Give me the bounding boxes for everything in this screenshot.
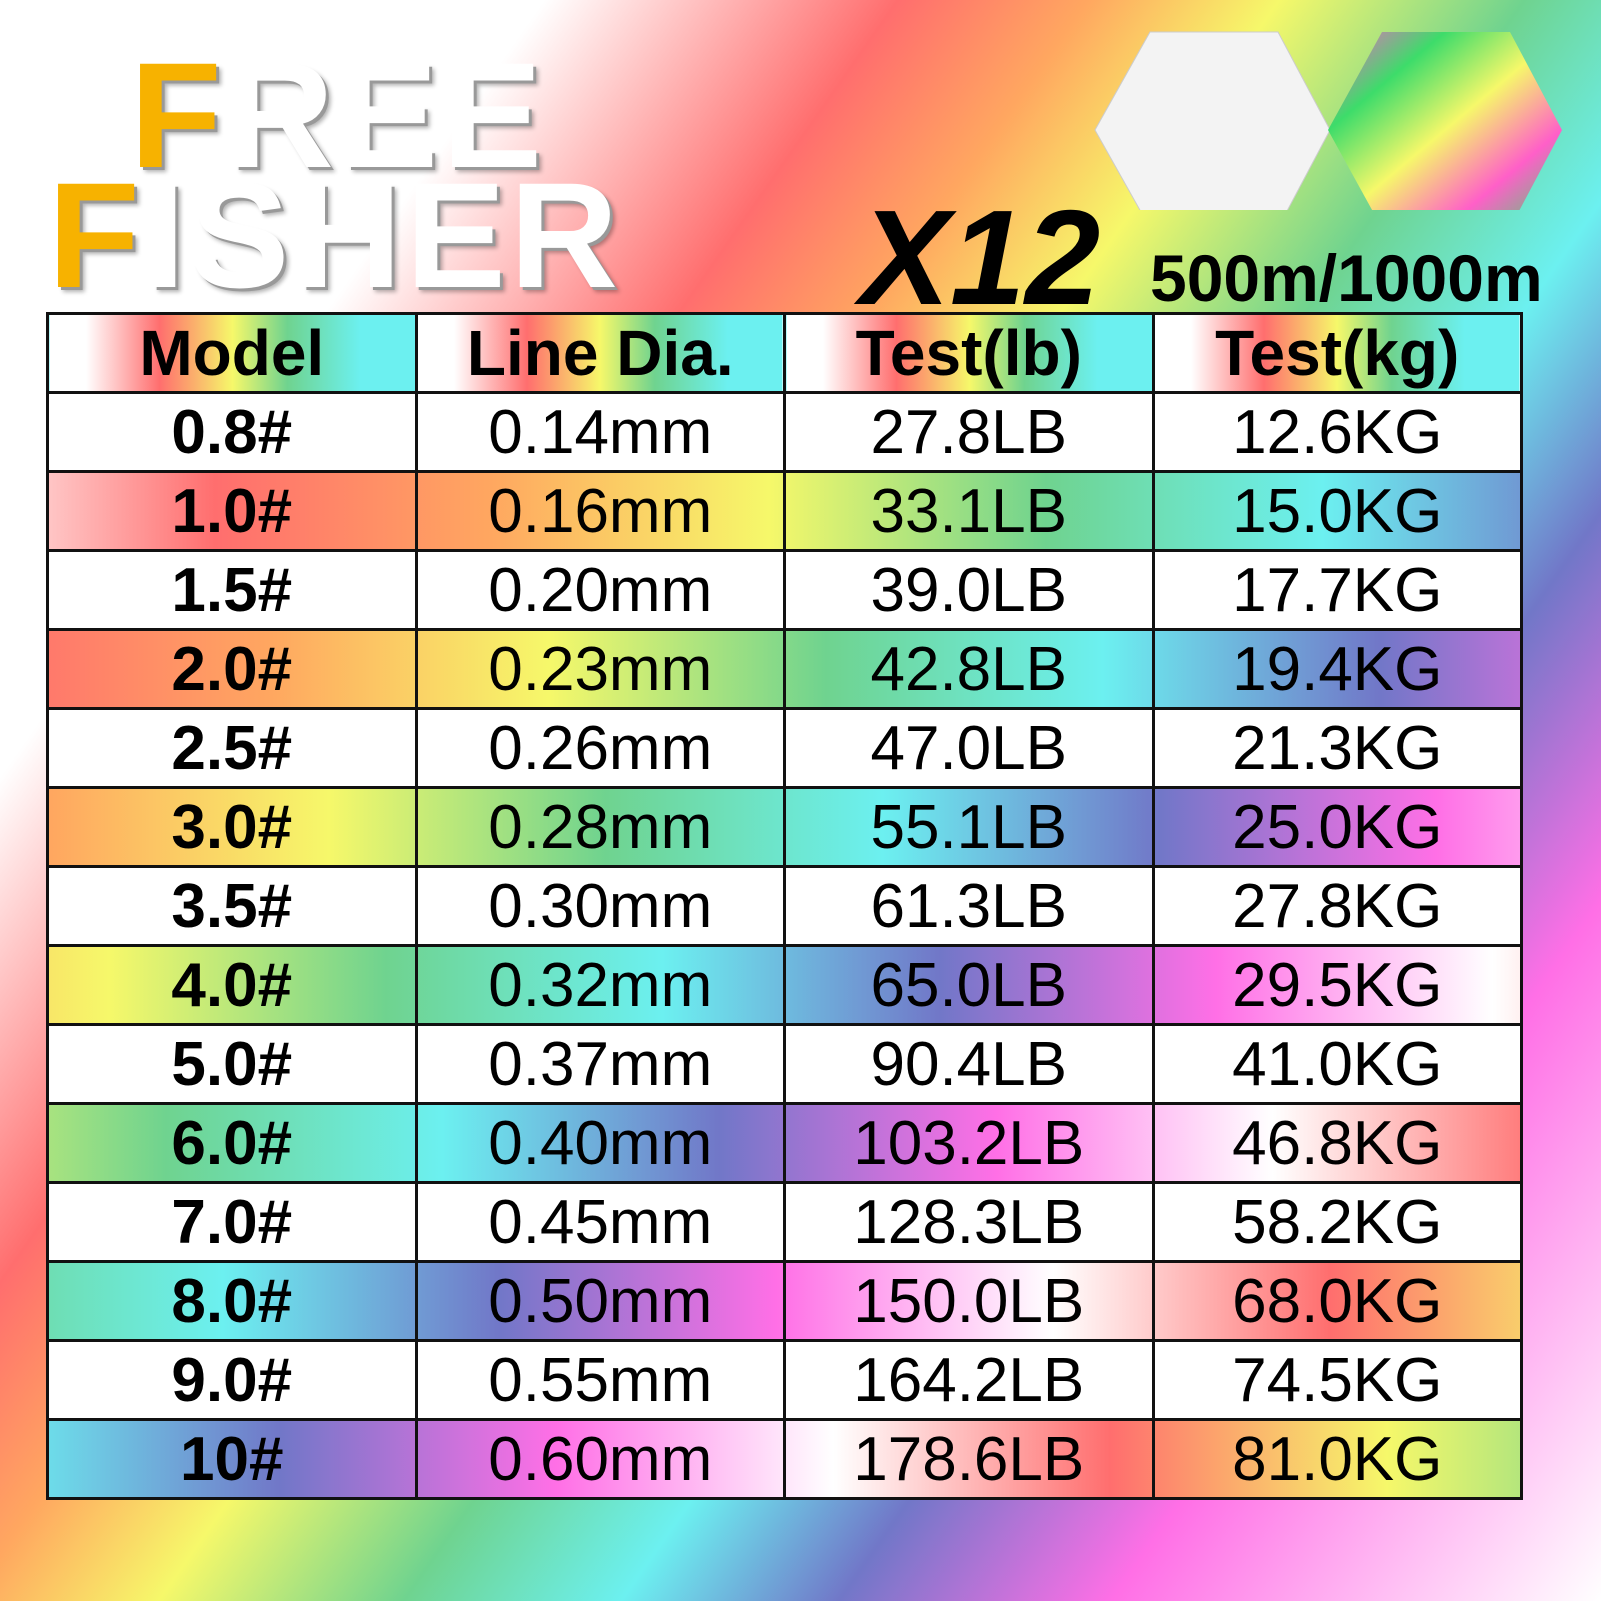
logo-line: FISHER [48, 151, 623, 319]
table-cell: 103.2LB [783, 1102, 1155, 1184]
table-row: 7.0# 0.45mm 128.3LB 58.2KG [46, 1181, 1523, 1263]
table-cell: 0.20mm [414, 549, 786, 631]
table-cell: 3.5# [46, 865, 418, 947]
table-cell: 15.0KG [1151, 470, 1523, 552]
table-row: 2.5# 0.26mm 47.0LB 21.3KG [46, 707, 1523, 789]
table-cell: 41.0KG [1151, 1023, 1523, 1105]
table-cell: 0.23mm [414, 628, 786, 710]
table-cell: 27.8LB [783, 391, 1155, 473]
table-row: 9.0# 0.55mm 164.2LB 74.5KG [46, 1339, 1523, 1421]
table-cell: 0.14mm [414, 391, 786, 473]
header-cell: Line Dia. [414, 312, 786, 394]
table-cell: 65.0LB [783, 944, 1155, 1026]
table-row: 8.0# 0.50mm 150.0LB 68.0KG [46, 1260, 1523, 1342]
table-row: 3.0# 0.28mm 55.1LB 25.0KG [46, 786, 1523, 868]
table-cell: 7.0# [46, 1181, 418, 1263]
table-cell: 9.0# [46, 1339, 418, 1421]
table-cell: 0.30mm [414, 865, 786, 947]
table-cell: 164.2LB [783, 1339, 1155, 1421]
table-cell: 0.50mm [414, 1260, 786, 1342]
multicolor-line-spool [1328, 32, 1562, 210]
table-cell: 6.0# [46, 1102, 418, 1184]
table-cell: 61.3LB [783, 865, 1155, 947]
table-row: 5.0# 0.37mm 90.4LB 41.0KG [46, 1023, 1523, 1105]
table-cell: 8.0# [46, 1260, 418, 1342]
table-row: 10# 0.60mm 178.6LB 81.0KG [46, 1418, 1523, 1500]
header-cell: Test(lb) [783, 312, 1155, 394]
header-row: Model Line Dia. Test(lb) Test(kg) [46, 312, 1523, 394]
table-cell: 19.4KG [1151, 628, 1523, 710]
table-cell: 4.0# [46, 944, 418, 1026]
table-cell: 0.16mm [414, 470, 786, 552]
table-cell: 0.32mm [414, 944, 786, 1026]
table-cell: 2.0# [46, 628, 418, 710]
table-cell: 0.40mm [414, 1102, 786, 1184]
logo-line: FREE [130, 31, 547, 199]
table-cell: 1.5# [46, 549, 418, 631]
spec-table: Model Line Dia. Test(lb) Test(kg) 0.8# 0.14mm… [46, 312, 1523, 1500]
table-cell: 17.7KG [1151, 549, 1523, 631]
table-cell: 0.37mm [414, 1023, 786, 1105]
badge: X12 [860, 182, 1101, 333]
table-cell: 42.8LB [783, 628, 1155, 710]
header-cell: Test(kg) [1151, 312, 1523, 394]
table-cell: 47.0LB [783, 707, 1155, 789]
table-row: 6.0# 0.40mm 103.2LB 46.8KG [46, 1102, 1523, 1184]
table-cell: 0.26mm [414, 707, 786, 789]
table-cell: 29.5KG [1151, 944, 1523, 1026]
table-cell: 58.2KG [1151, 1181, 1523, 1263]
table-row: 1.0# 0.16mm 33.1LB 15.0KG [46, 470, 1523, 552]
table-cell: 3.0# [46, 786, 418, 868]
table-cell: 68.0KG [1151, 1260, 1523, 1342]
header-cell: Model [46, 312, 418, 394]
table-cell: 55.1LB [783, 786, 1155, 868]
table-cell: 1.0# [46, 470, 418, 552]
table-cell: 27.8KG [1151, 865, 1523, 947]
table-cell: 0.60mm [414, 1418, 786, 1500]
table-row: 2.0# 0.23mm 42.8LB 19.4KG [46, 628, 1523, 710]
table-cell: 81.0KG [1151, 1418, 1523, 1500]
table-row: 3.5# 0.30mm 61.3LB 27.8KG [46, 865, 1523, 947]
table-cell: 46.8KG [1151, 1102, 1523, 1184]
table-cell: 0.45mm [414, 1181, 786, 1263]
table-cell: 5.0# [46, 1023, 418, 1105]
white-line-spool [1094, 31, 1331, 210]
table-cell: 39.0LB [783, 549, 1155, 631]
table-cell: 178.6LB [783, 1418, 1155, 1500]
table-cell: 12.6KG [1151, 391, 1523, 473]
table-cell: 90.4LB [783, 1023, 1155, 1105]
table-cell: 150.0LB [783, 1260, 1155, 1342]
table-cell: 10# [46, 1418, 418, 1500]
table-cell: 128.3LB [783, 1181, 1155, 1263]
table-cell: 25.0KG [1151, 786, 1523, 868]
table-row: 0.8# 0.14mm 27.8LB 12.6KG [46, 391, 1523, 473]
table-cell: 21.3KG [1151, 707, 1523, 789]
table-cell: 0.28mm [414, 786, 786, 868]
table-cell: 0.8# [46, 391, 418, 473]
table-cell: 33.1LB [783, 470, 1155, 552]
table-cell: 2.5# [46, 707, 418, 789]
table-cell: 0.55mm [414, 1339, 786, 1421]
spool-length: 500m/1000m [1150, 241, 1543, 315]
table-row: 1.5# 0.20mm 39.0LB 17.7KG [46, 549, 1523, 631]
table-cell: 74.5KG [1151, 1339, 1523, 1421]
table-row: 4.0# 0.32mm 65.0LB 29.5KG [46, 944, 1523, 1026]
product-images [1094, 31, 1562, 210]
